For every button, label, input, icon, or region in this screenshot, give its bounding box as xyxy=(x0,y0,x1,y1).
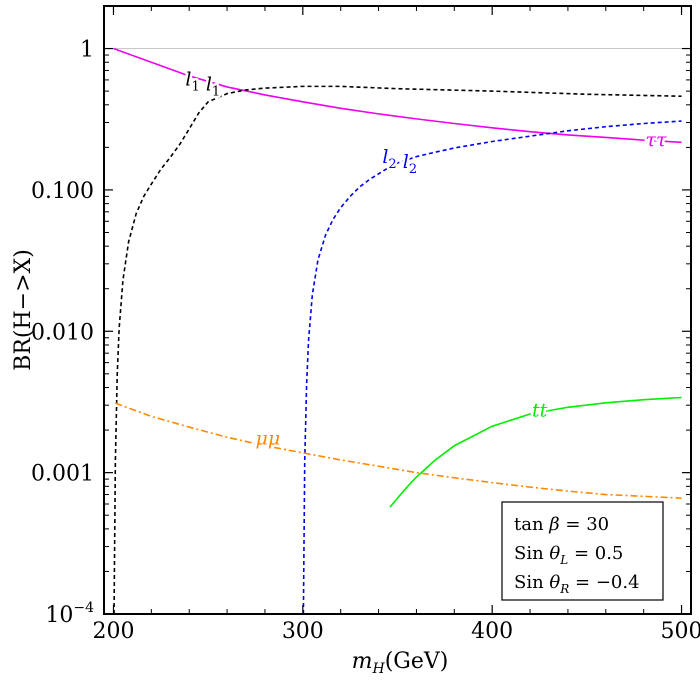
curve-label-l2-l2: l2 l2 xyxy=(382,146,417,177)
y-tick-label: 1 xyxy=(80,38,94,63)
curve-label-subscript: 1 xyxy=(212,84,220,99)
curve-label-part: tt xyxy=(532,399,548,421)
y-tick-label: 0.100 xyxy=(31,179,94,204)
series-line-l2-l2 xyxy=(302,120,682,615)
x-axis-title-sub: H xyxy=(372,661,386,677)
y-axis-title: BR(H−>X) xyxy=(11,249,36,371)
legend-value: = 30 xyxy=(560,514,609,535)
legend-value: = 0.5 xyxy=(568,543,623,564)
y-tick-label-exponent: −4 xyxy=(73,600,94,616)
curve-label-mu-mu: μμ xyxy=(255,428,280,450)
series-line-t-t xyxy=(389,396,682,508)
x-axis-title: mH(GeV) xyxy=(352,649,449,677)
legend-subscript: R xyxy=(559,582,569,596)
series-layer xyxy=(113,47,682,615)
curve-label-part: l xyxy=(382,146,388,168)
legend-greek: β xyxy=(548,514,559,535)
legend-greek: θ xyxy=(549,572,560,593)
legend-line: Sin θL = 0.5 xyxy=(514,543,623,567)
curve-label-part: l xyxy=(397,151,409,173)
curve-label-t-t: tt xyxy=(532,399,548,421)
legend-prefix: Sin xyxy=(514,543,549,564)
y-tick-label: 0.010 xyxy=(31,320,94,345)
curve-label-part: l xyxy=(200,73,212,95)
x-tick-label: 200 xyxy=(92,619,134,644)
curve-label-subscript: 1 xyxy=(192,79,200,94)
legend-line: Sin θR = −0.4 xyxy=(514,572,640,596)
curve-label-l1-l1: l1 l1 xyxy=(185,68,220,99)
legend-subscript: L xyxy=(559,553,568,567)
curve-label-tau-tau: ττ xyxy=(646,129,668,151)
series-line-l1-l1 xyxy=(113,85,682,615)
curve-label-subscript: 2 xyxy=(409,162,417,177)
plot-frame xyxy=(103,5,692,615)
x-axis-title-var: m xyxy=(352,649,373,674)
series-line-tau-tau xyxy=(113,47,682,144)
legend-box xyxy=(501,501,664,601)
curve-label-part: μμ xyxy=(255,428,280,450)
y-tick-label: 0.001 xyxy=(31,462,94,487)
y-tick-label-base: 10 xyxy=(45,603,73,628)
series-line-mu-mu xyxy=(115,402,682,499)
legend-prefix: tan xyxy=(514,514,549,535)
legend-prefix: Sin xyxy=(514,572,549,593)
legend-value: = −0.4 xyxy=(569,572,639,593)
y-tick-label: 10−4 xyxy=(45,600,94,628)
x-axis-title-unit: (GeV) xyxy=(385,649,449,674)
legend-line: tan β = 30 xyxy=(514,514,609,535)
x-tick-label: 300 xyxy=(282,619,324,644)
x-tick-label: 500 xyxy=(661,619,700,644)
curve-label-subscript: 2 xyxy=(388,157,396,172)
curve-label-part: l xyxy=(185,68,191,90)
tick-layer: 200 300 400 500 1 0.100 0.010 0.001 10−4 xyxy=(31,5,700,644)
x-tick-label: 400 xyxy=(471,619,513,644)
legend-greek: θ xyxy=(549,543,560,564)
curve-label-part: ττ xyxy=(646,129,668,151)
